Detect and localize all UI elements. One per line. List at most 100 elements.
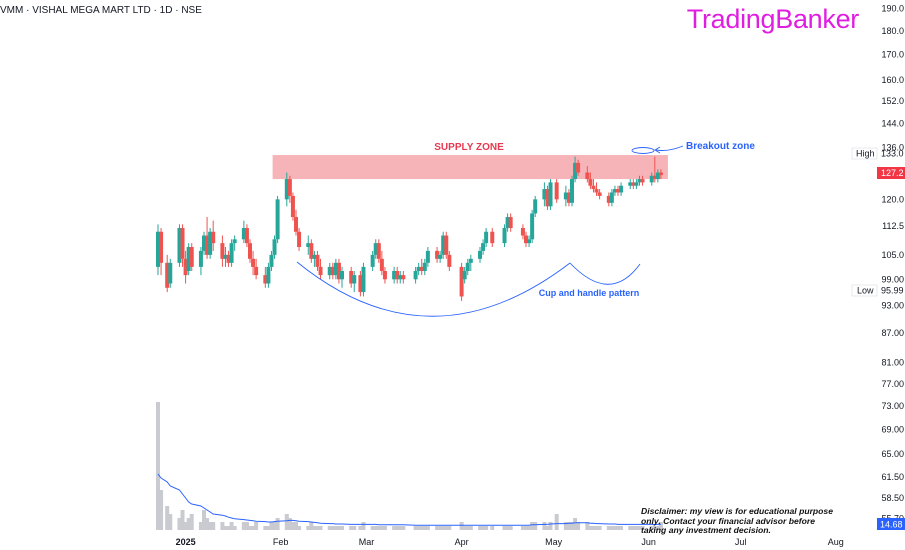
candle-body <box>254 266 259 276</box>
volume-bar <box>502 526 507 530</box>
candles <box>156 156 663 301</box>
candle-body <box>401 275 406 280</box>
candle-body <box>594 189 599 193</box>
candle-body <box>272 239 277 255</box>
candle-body <box>573 162 578 180</box>
price-tick-label: 87.00 <box>881 328 904 338</box>
volume-bar <box>649 526 654 530</box>
candle-body <box>527 239 532 244</box>
candle-body <box>612 189 617 193</box>
volume-bar <box>275 518 280 530</box>
price-axis[interactable]: 190.0 180.0 170.0 160.0 152.0 144.0 136.0 120.0… <box>881 3 904 523</box>
time-tick-label: Aug <box>828 537 844 547</box>
volume-bar <box>459 522 464 530</box>
time-axis[interactable]: 2025 Feb Mar Apr May Jun Jul Aug <box>176 537 844 547</box>
volume-bar <box>468 526 473 530</box>
volume-bar <box>254 522 259 530</box>
cup-curve <box>296 261 571 317</box>
candle-body <box>508 217 513 229</box>
candle-body <box>416 266 421 271</box>
candle-body <box>306 243 311 248</box>
volume-bar <box>186 518 191 530</box>
candle-body <box>379 258 384 271</box>
volume-bar <box>248 526 252 530</box>
volume-bar <box>616 526 620 530</box>
price-tick-label: 73.00 <box>881 401 904 411</box>
volume-bar <box>226 526 231 530</box>
candle-body <box>398 275 403 280</box>
candle-body <box>340 270 344 280</box>
candle-body <box>361 266 366 293</box>
candle-body <box>591 185 596 190</box>
candle-body <box>554 182 559 200</box>
candle-body <box>530 213 535 240</box>
candle-body <box>419 266 424 271</box>
candle-body <box>441 235 446 255</box>
price-tick-label: 120.0 <box>881 194 904 204</box>
candle-body <box>330 266 335 276</box>
candle-body <box>395 270 400 280</box>
candle-body <box>616 189 620 193</box>
candle-body <box>520 228 525 236</box>
candle-body <box>462 270 467 280</box>
candle-body <box>609 192 614 203</box>
candle-body <box>548 182 553 207</box>
candle-body <box>392 270 397 280</box>
symbol-header[interactable]: VMM · VISHAL MEGA MART LTD · 1D · NSE <box>0 5 202 16</box>
volume-bar <box>655 526 660 530</box>
candle-body <box>266 266 271 284</box>
volume-bar <box>462 526 467 530</box>
volume-bar <box>287 518 292 530</box>
low-marker: Low 95.99 <box>851 284 904 297</box>
volume-bar <box>361 522 366 530</box>
candle-body <box>425 250 430 263</box>
volume-bar <box>658 522 663 530</box>
candle-body <box>459 266 464 297</box>
candle-body <box>244 228 249 244</box>
candle-body <box>637 179 642 183</box>
volume-bar <box>634 526 639 530</box>
candle-body <box>318 266 323 276</box>
price-tick-label: 61.50 <box>881 472 904 482</box>
high-label: High <box>856 149 875 159</box>
volume-bar <box>223 526 228 530</box>
candle-body <box>634 182 639 186</box>
price-tick-label: 180.0 <box>881 26 904 36</box>
volume-bar <box>588 526 593 530</box>
price-tick-label: 190.0 <box>881 3 904 13</box>
candle-body <box>490 231 495 244</box>
candle-body <box>566 192 571 203</box>
volume-bar <box>524 526 528 530</box>
candle-body <box>468 258 473 263</box>
price-tick-label: 69.00 <box>881 424 904 434</box>
low-label: Low <box>857 286 874 296</box>
volume-bar <box>318 526 323 530</box>
volume-bar <box>542 522 547 530</box>
last-price-marker: 127.2 <box>877 167 905 179</box>
candle-body <box>180 228 185 259</box>
price-tick-label: 58.50 <box>881 493 904 503</box>
volume-bar <box>159 490 164 530</box>
volume-bar <box>637 526 642 530</box>
candle-body <box>294 217 298 232</box>
volume-bar <box>416 526 421 530</box>
volume-bar <box>548 522 553 530</box>
candle-body <box>373 243 378 255</box>
price-tick-label: 160.0 <box>881 75 904 85</box>
candle-body <box>465 262 470 271</box>
candle-body <box>619 185 624 193</box>
candle-body <box>202 235 206 251</box>
volume-bar <box>180 510 185 530</box>
volume-bar <box>652 526 657 530</box>
volume-bar <box>609 526 614 530</box>
volume-bar <box>269 522 274 530</box>
volume-ma-line <box>157 473 661 526</box>
candle-body <box>186 247 191 271</box>
candle-body <box>226 254 231 263</box>
candle-body <box>655 172 660 180</box>
volume-bar <box>619 526 624 530</box>
volume-bar <box>263 526 268 530</box>
low-value: 95.99 <box>881 286 904 296</box>
brand-watermark: TradingBanker <box>686 4 860 34</box>
